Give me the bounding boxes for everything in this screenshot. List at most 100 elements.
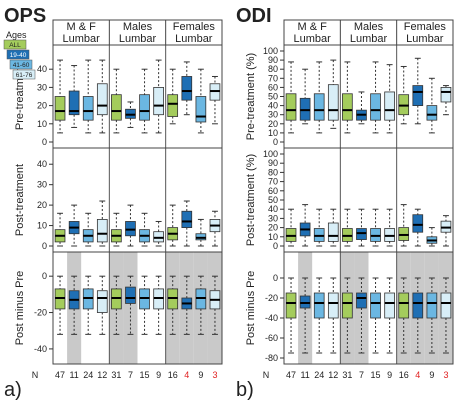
- box-body: [167, 94, 179, 117]
- y-tick-label: -40: [34, 344, 47, 354]
- group-header-line: M & F: [66, 21, 96, 33]
- box-body: [327, 292, 339, 319]
- group-header-line: Lumbar: [175, 33, 213, 45]
- y-tick-label: -20: [34, 308, 47, 318]
- box-1: [54, 275, 66, 335]
- box-11: [426, 277, 438, 354]
- box-4: [96, 200, 108, 247]
- n-value: 31: [111, 370, 121, 380]
- y-tick-label: 50: [268, 92, 278, 102]
- box-body: [440, 292, 452, 319]
- n-value: 16: [168, 370, 178, 380]
- n-value: 47: [55, 370, 65, 380]
- box-3: [82, 212, 94, 247]
- group-header: Females Lumbar: [173, 21, 216, 45]
- y-tick-label: 20: [268, 119, 278, 129]
- box-body: [82, 96, 94, 121]
- ages-legend: Ages ALL 19-40 41-60 61-76: [3, 30, 36, 80]
- group-header-line: Females: [404, 21, 447, 33]
- ages-legend-swatch: [12, 69, 36, 80]
- box-9: [398, 65, 410, 125]
- box-body: [96, 219, 108, 243]
- box-6: [356, 277, 367, 354]
- group-header-line: Lumbar: [63, 33, 101, 45]
- box-6: [125, 275, 136, 335]
- n-value: 47: [286, 370, 296, 380]
- y-axis-label: Post-treatment: [14, 164, 26, 236]
- box-5: [342, 277, 353, 354]
- box-body: [412, 292, 424, 319]
- n-label: N: [263, 370, 270, 380]
- box-body: [327, 222, 339, 242]
- box-2: [68, 65, 80, 128]
- n-value: 15: [371, 370, 381, 380]
- box-body: [195, 96, 207, 123]
- box-10: [181, 200, 193, 247]
- box-body: [285, 292, 297, 319]
- box-10: [181, 61, 193, 116]
- y-axis-label: Post minus Pre: [245, 271, 257, 346]
- y-axis-label: Post minus Pre: [14, 271, 26, 346]
- box-7: [139, 275, 150, 335]
- box-body: [125, 221, 136, 237]
- box-7: [370, 277, 381, 354]
- box-1: [285, 61, 297, 134]
- box-6: [125, 204, 136, 247]
- box-12: [209, 210, 221, 247]
- n-value: 12: [97, 370, 107, 380]
- box-8: [384, 277, 395, 354]
- n-label: N: [32, 370, 39, 380]
- y-tick-label: 90: [268, 158, 278, 168]
- box-2: [299, 68, 311, 125]
- n-value: 9: [198, 370, 203, 380]
- box-7: [370, 208, 381, 247]
- box-4: [327, 208, 339, 247]
- box-body: [342, 93, 353, 121]
- plot-row-1: 0 10 20 30 40 Pre-treatment: [14, 44, 223, 149]
- box-4: [96, 275, 108, 335]
- y-tick-label: -40: [265, 313, 278, 323]
- box-body: [327, 84, 339, 121]
- box-body: [370, 292, 381, 319]
- n-value: 4: [184, 370, 189, 380]
- plot-row-3: -40 -20 0 Post minus Pre: [14, 251, 223, 365]
- group-header-line: Lumbar: [406, 33, 444, 45]
- plot-row-background: [53, 45, 222, 148]
- box-body: [384, 292, 395, 319]
- y-tick-label: 90: [268, 55, 278, 65]
- ages-legend-title: Ages: [6, 30, 27, 40]
- box-11: [426, 77, 438, 134]
- n-value: 15: [140, 370, 150, 380]
- y-tick-label: 10: [37, 119, 47, 129]
- y-tick-label: -20: [265, 293, 278, 303]
- box-7: [139, 212, 150, 247]
- box-8: [384, 208, 395, 247]
- box-body: [426, 105, 438, 121]
- box-4: [327, 277, 339, 354]
- y-axis-label: Pre-treatment: [14, 63, 26, 130]
- box-9: [167, 204, 179, 247]
- box-body: [68, 90, 80, 116]
- box-2: [68, 275, 80, 335]
- y-tick-label: 30: [268, 213, 278, 223]
- n-value: 9: [156, 370, 161, 380]
- panel-label: b): [236, 379, 254, 401]
- group-header-line: Lumbar: [294, 33, 332, 45]
- n-value: 16: [399, 370, 409, 380]
- ages-legend-label: 41-60: [13, 62, 30, 69]
- ages-legend-label: 19-40: [10, 52, 27, 59]
- y-tick-label: 0: [42, 137, 47, 147]
- y-tick-label: 70: [268, 73, 278, 83]
- group-header: M & F Lumbar: [294, 21, 332, 45]
- box-7: [370, 61, 381, 134]
- box-9: [167, 68, 179, 125]
- box-1: [54, 59, 66, 134]
- box-3: [313, 277, 325, 354]
- n-value: 4: [415, 370, 420, 380]
- box-body: [285, 93, 297, 121]
- group-header-line: Females: [173, 21, 216, 33]
- box-10: [412, 208, 424, 247]
- box-2: [299, 204, 311, 247]
- y-tick-label: 30: [268, 110, 278, 120]
